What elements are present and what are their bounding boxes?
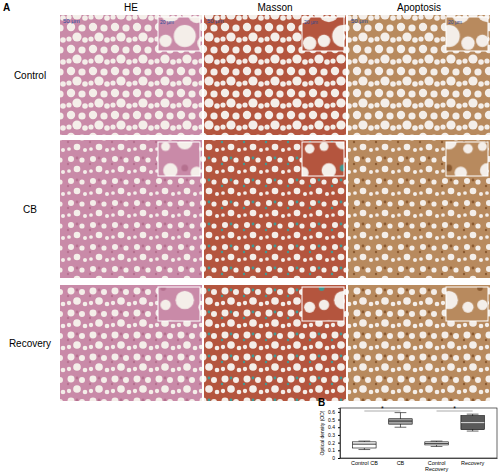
scale-bar-label: 50 μm <box>63 18 80 24</box>
x-tick: CB <box>397 458 405 466</box>
y-tick-mark <box>338 420 340 421</box>
micrograph <box>204 140 346 278</box>
y-tick-label: 0.5 <box>328 417 335 423</box>
micrograph <box>348 15 490 135</box>
micrograph <box>348 140 490 278</box>
y-tick-label: 0.2 <box>328 440 335 446</box>
x-tick-label-line: Recovery <box>425 466 448 472</box>
x-axis-line <box>341 458 498 459</box>
y-tick-label: 0.1 <box>328 447 335 453</box>
micrograph-inset <box>158 142 200 176</box>
row-header: Control <box>14 70 46 81</box>
inset-scale-bar-label: 20 μm <box>160 19 174 25</box>
median <box>353 444 376 445</box>
micrograph-inset <box>158 17 200 51</box>
micrograph <box>60 140 202 278</box>
y-axis: 0 0.10.2 0.3 0.40.5 0.6 <box>328 409 340 462</box>
y-tick: 0.6 <box>328 409 340 415</box>
y-tick: 0.4 <box>328 424 340 430</box>
box-body <box>425 442 448 445</box>
y-tick-mark <box>338 435 340 436</box>
micrograph-inset <box>302 287 344 321</box>
scale-bar-label: 50 μm <box>351 18 368 24</box>
y-tick-mark <box>338 458 340 459</box>
plot-area <box>353 413 485 450</box>
column-header: Masson <box>257 2 292 13</box>
y-tick-mark <box>338 412 340 413</box>
y-axis-title: Optical density (OD) <box>319 410 325 455</box>
y-tick-label: 0.6 <box>328 409 335 415</box>
micrograph <box>60 285 202 401</box>
row-header: CB <box>23 204 37 215</box>
column-header: Apoptosis <box>397 2 441 13</box>
whisker-cap-high <box>358 441 370 442</box>
whisker-cap-low <box>467 431 479 432</box>
inset-scale-bar-label: 20 μm <box>304 19 318 25</box>
y-tick-mark <box>338 427 340 428</box>
y-axis-line <box>338 409 341 459</box>
y-tick-mark <box>338 443 340 444</box>
median <box>425 443 448 444</box>
micrograph <box>60 15 202 135</box>
figure: A HE Masson Apoptosis Control 50 μm 20 μm 50 μm… <box>0 0 500 474</box>
y-tick-label: 0 <box>332 455 335 461</box>
whisker-cap-low <box>395 427 407 428</box>
panel-label: B <box>318 397 325 408</box>
panel-label: A <box>3 2 10 13</box>
whisker-cap-high <box>395 412 407 413</box>
y-tick: 0.5 <box>328 417 340 423</box>
significance-label: * <box>453 405 456 412</box>
y-tick: 0 <box>332 455 340 461</box>
micrograph-inset <box>446 17 488 51</box>
x-tick-label: Control CB <box>351 460 378 466</box>
box <box>461 414 484 431</box>
box-body <box>461 416 484 430</box>
y-tick-mark <box>338 450 340 451</box>
x-axis: Control CBCBControlRecoveryRecovery <box>341 458 498 472</box>
x-tick-label: CB <box>397 460 405 466</box>
micrograph <box>204 285 346 401</box>
column-header: HE <box>124 2 138 13</box>
y-tick: 0.1 <box>328 447 340 453</box>
x-tick: Recovery <box>461 458 484 466</box>
x-tick-label: ControlRecovery <box>425 460 448 472</box>
box-body <box>389 419 412 424</box>
x-tick: Control CB <box>351 458 378 466</box>
plot-frame <box>340 408 497 458</box>
micrograph-inset <box>158 287 200 321</box>
micrograph <box>204 15 346 135</box>
micrograph-inset <box>446 142 488 176</box>
whisker-cap-high <box>431 441 443 442</box>
whisker-cap-low <box>431 446 443 447</box>
y-tick: 0.3 <box>328 432 340 438</box>
micrograph-inset <box>446 287 488 321</box>
box <box>425 441 448 446</box>
box <box>389 413 412 428</box>
x-tick-label: Recovery <box>461 460 484 466</box>
micrograph-inset <box>302 17 344 51</box>
micrograph-inset <box>302 142 344 176</box>
y-tick-label: 0.3 <box>328 432 335 438</box>
y-tick-label: 0.4 <box>328 424 335 430</box>
median <box>461 422 484 423</box>
significance-label: * <box>381 405 384 412</box>
box <box>353 441 376 449</box>
whisker-cap-high <box>467 414 479 415</box>
box-body <box>353 442 376 448</box>
inset-scale-bar-label: 20 μm <box>448 19 462 25</box>
micrograph <box>348 285 490 401</box>
y-tick: 0.2 <box>328 440 340 446</box>
scale-bar-label: 50 μm <box>207 18 224 24</box>
row-header: Recovery <box>9 338 51 349</box>
whisker-cap-low <box>358 449 370 450</box>
x-tick: ControlRecovery <box>425 458 448 472</box>
median <box>389 421 412 422</box>
